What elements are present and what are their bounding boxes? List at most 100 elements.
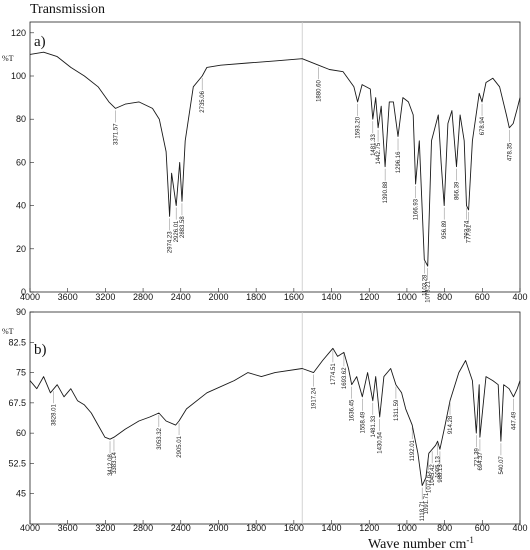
peak-label: 1296.16 (396, 151, 402, 173)
x-tick-label: 400 (512, 523, 527, 533)
peak-label: 1192.01 (410, 439, 416, 461)
peak-label: 1693.62 (342, 367, 348, 389)
y-tick-label: 20 (16, 244, 26, 254)
y-tick-label: 120 (11, 28, 26, 38)
peak-label: 1917.24 (312, 387, 318, 409)
peak-label: 721.39 (474, 447, 480, 466)
x-tick-label: 1000 (397, 292, 417, 302)
x-tick-label: 3200 (95, 523, 115, 533)
panel-label: a) (34, 34, 46, 50)
peak-label: 2974.23 (168, 231, 174, 253)
peak-label: 3053.32 (157, 427, 163, 449)
x-tick-label: 2000 (208, 292, 228, 302)
plot-frame (29, 21, 521, 293)
y-tick-label: 60 (16, 428, 26, 438)
x-axis-label: Wave number cm-1 (368, 535, 474, 550)
peak-label: 2926.01 (174, 220, 180, 242)
x-tick-label: 400 (512, 292, 527, 302)
peak-label: 478.35 (507, 142, 513, 161)
panel-a: a) %T 0 20 40 60 80 100 120 4000 3600 3200 2800 2400 2… (2, 21, 528, 303)
peak-label: 792.74 (465, 220, 471, 239)
peak-label: 1558.49 (360, 411, 366, 433)
peak-label: 1636.45 (350, 399, 356, 421)
x-tick-label: 800 (437, 523, 452, 533)
x-tick-label: 1400 (322, 292, 342, 302)
x-tick-label: 800 (437, 292, 452, 302)
peak-label: 540.07 (499, 456, 505, 475)
peak-label: 2735.06 (200, 90, 206, 112)
y-tick-label: 0 (21, 287, 26, 297)
x-axis-label-text: Wave number cm (368, 537, 467, 550)
x-tick-label: 2800 (133, 292, 153, 302)
x-tick-label: 4000 (20, 292, 40, 302)
x-tick-label: 1400 (322, 523, 342, 533)
peak-label: 956.89 (442, 220, 448, 239)
peak-label: 1774.51 (331, 363, 337, 385)
peak-label: 3828.01 (51, 404, 57, 426)
peak-label: 1166.93 (414, 198, 420, 220)
peak-label: 447.49 (512, 411, 518, 430)
peak-label: 694.37 (478, 452, 484, 471)
panel-label: b) (34, 342, 47, 358)
spectrum-line (29, 51, 521, 267)
y-tick-label: 52.5 (8, 458, 26, 468)
y-tick-label: 60 (16, 157, 26, 167)
peak-label: 1481.33 (371, 415, 377, 437)
x-tick-label: 2400 (171, 292, 191, 302)
peak-label: 1880.60 (317, 80, 323, 102)
peak-label: 1005.13 (436, 456, 442, 478)
y-tick-label: 67.5 (8, 398, 26, 408)
peak-label: 3383.14 (112, 452, 118, 474)
header-title: Transmission (30, 2, 105, 17)
y-tick-label: 82.5 (8, 337, 26, 347)
y-tick-label: 100 (11, 71, 26, 81)
x-tick-label: 3200 (95, 292, 115, 302)
x-tick-label: 1600 (284, 523, 304, 533)
peak-label: 1091.71 (424, 492, 430, 514)
x-tick-label: 3600 (58, 523, 78, 533)
peak-label: 1442.75 (376, 142, 382, 164)
peak-label: 1045.42 (430, 464, 436, 486)
peak-label: 2905.01 (177, 435, 183, 457)
peak-label: 988.13 (438, 464, 444, 483)
x-axis-label-sup: -1 (466, 535, 474, 545)
x-tick-label: 4000 (20, 523, 40, 533)
peak-label: 1103.28 (422, 274, 428, 296)
peak-label: 678.94 (480, 116, 486, 135)
peak-label: 777.31 (467, 224, 473, 243)
x-tick-label: 1800 (246, 523, 266, 533)
y-tick-label: 75 (16, 368, 26, 378)
peak-label: 1390.88 (383, 181, 389, 203)
x-tick-label: 1800 (246, 292, 266, 302)
panel-b: b) %T 45 52.5 60 67.5 75 82.5 90 4000 3600 3200 2800… (2, 307, 528, 533)
plot-frame (29, 311, 521, 525)
x-tick-label: 1000 (397, 523, 417, 533)
peak-label: 2883.58 (180, 216, 186, 238)
y-tick-label: 45 (16, 489, 26, 499)
x-tick-label: 2800 (133, 523, 153, 533)
peak-label: 914.28 (448, 415, 454, 434)
peak-label: 1078.21 (426, 280, 432, 302)
x-tick-label: 1200 (359, 523, 379, 533)
x-tick-label: 3600 (58, 292, 78, 302)
spectrum-line (29, 347, 521, 487)
peak-label: 1593.20 (356, 116, 362, 138)
peak-label: 3371.57 (114, 123, 120, 145)
peak-label: 1311.59 (394, 399, 400, 421)
peak-label: 1430.54 (378, 431, 384, 453)
y-tick-label: 90 (16, 307, 26, 317)
x-tick-label: 1600 (284, 292, 304, 302)
x-tick-label: 1200 (359, 292, 379, 302)
peak-label: 1481.33 (371, 134, 377, 156)
y-tick-label: 40 (16, 201, 26, 211)
unit-label: %T (2, 54, 14, 63)
peak-label: 1118.71 (420, 500, 426, 521)
peak-label: 3412.08 (108, 454, 114, 476)
x-tick-label: 2000 (208, 523, 228, 533)
unit-label: %T (2, 327, 14, 336)
y-tick-label: 80 (16, 114, 26, 124)
x-tick-label: 600 (475, 523, 490, 533)
x-tick-label: 600 (475, 292, 490, 302)
x-tick-label: 2400 (171, 523, 191, 533)
